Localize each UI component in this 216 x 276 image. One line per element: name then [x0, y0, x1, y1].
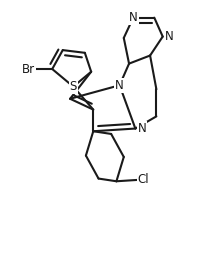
Text: Br: Br: [22, 63, 35, 76]
Text: Cl: Cl: [137, 173, 149, 186]
Text: N: N: [129, 11, 138, 24]
Text: N: N: [115, 79, 124, 92]
Text: N: N: [137, 122, 146, 135]
Text: N: N: [165, 30, 174, 43]
Text: S: S: [70, 80, 77, 93]
